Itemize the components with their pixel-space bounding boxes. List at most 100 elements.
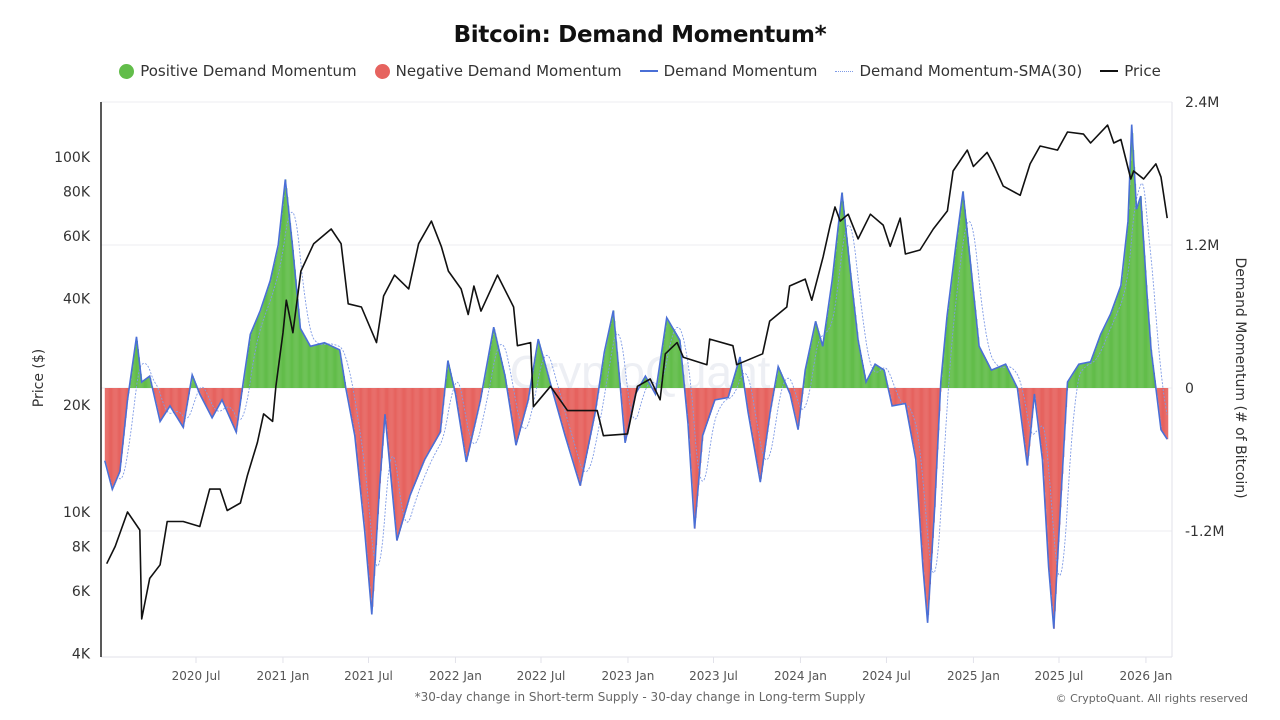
positive-bar: [1085, 362, 1087, 388]
negative-bar: [712, 388, 714, 407]
positive-bar: [817, 327, 819, 388]
negative-bar: [164, 388, 166, 415]
positive-bar: [1151, 349, 1153, 388]
positive-bar: [975, 309, 977, 388]
positive-bar: [1112, 308, 1114, 388]
positive-bar: [259, 311, 261, 388]
negative-bar: [471, 388, 473, 440]
positive-bar: [262, 303, 264, 388]
negative-bar: [698, 388, 700, 485]
positive-bar: [258, 313, 260, 388]
positive-bar: [646, 377, 648, 388]
negative-bar: [894, 388, 896, 406]
positive-bar: [137, 349, 139, 388]
negative-bar: [238, 388, 240, 419]
positive-bar: [784, 380, 786, 388]
legend-negative[interactable]: Negative Demand Momentum: [374, 62, 622, 80]
positive-bar: [1105, 323, 1107, 388]
negative-bar: [1027, 388, 1029, 466]
legend-sma[interactable]: Demand Momentum-SMA(30): [835, 62, 1082, 80]
negative-bar: [222, 388, 224, 403]
positive-bar: [261, 306, 263, 388]
negative-bar: [714, 388, 716, 402]
positive-bar: [981, 351, 983, 388]
x-tick-label: 2023 Jan: [602, 669, 655, 683]
negative-bar: [221, 388, 223, 402]
legend-momentum[interactable]: Demand Momentum: [639, 62, 817, 80]
negative-bar: [632, 388, 634, 410]
negative-bar: [105, 388, 107, 465]
positive-bar: [854, 306, 856, 388]
negative-bar: [759, 388, 761, 480]
positive-bar: [305, 336, 307, 388]
positive-bar: [1113, 306, 1115, 388]
positive-bar: [1069, 378, 1071, 388]
positive-bar: [1098, 340, 1100, 388]
positive-bar: [979, 346, 981, 388]
negative-bar: [525, 388, 527, 411]
positive-bar: [266, 292, 268, 388]
x-tick-label: 2021 Jul: [344, 669, 393, 683]
right-axis-label: Demand Momentum (# of Bitcoin): [1232, 257, 1248, 498]
positive-bar: [600, 380, 602, 388]
negative-bar: [724, 388, 726, 399]
positive-bar: [311, 345, 313, 388]
negative-bar: [175, 388, 177, 416]
negative-bar: [155, 388, 157, 403]
x-tick-label: 2022 Jan: [429, 669, 482, 683]
positive-bar: [1141, 210, 1143, 388]
positive-bar: [736, 369, 738, 388]
negative-bar: [757, 388, 759, 469]
positive-bar: [342, 364, 344, 388]
negative-bar: [771, 388, 773, 407]
positive-bar: [860, 350, 862, 388]
negative-bar: [407, 388, 409, 505]
negative-bar: [1056, 388, 1058, 577]
positive-bar: [963, 191, 965, 388]
positive-bar: [1082, 363, 1084, 388]
positive-bar: [544, 361, 546, 388]
negative-bar: [897, 388, 899, 405]
negative-bar: [1062, 388, 1064, 474]
negative-bar: [154, 388, 156, 399]
negative-bar: [520, 388, 522, 428]
negative-bar: [469, 388, 471, 448]
negative-bar: [1163, 388, 1165, 434]
positive-bar: [316, 344, 318, 388]
negative-bar: [360, 388, 362, 495]
positive-bar: [738, 363, 740, 388]
negative-bar: [362, 388, 364, 513]
positive-bar: [265, 294, 267, 388]
negative-bar: [416, 388, 418, 480]
positive-bar: [608, 332, 610, 388]
positive-bar: [146, 378, 148, 388]
negative-bar: [459, 388, 461, 418]
negative-bar: [119, 388, 121, 472]
negative-bar: [917, 388, 919, 489]
positive-bar: [1131, 136, 1133, 388]
negative-bar: [359, 388, 361, 477]
legend-positive[interactable]: Positive Demand Momentum: [119, 62, 357, 80]
negative-bar: [900, 388, 902, 405]
negative-bar: [393, 388, 395, 501]
positive-bar: [493, 329, 495, 388]
positive-bar: [833, 268, 835, 388]
positive-bar: [818, 331, 820, 388]
positive-bar: [819, 334, 821, 388]
negative-bar: [422, 388, 424, 466]
negative-bar: [798, 388, 800, 426]
positive-bar: [995, 368, 997, 388]
negative-bar: [1024, 388, 1026, 444]
negative-bar: [171, 388, 173, 409]
positive-bar: [1149, 324, 1151, 388]
positive-bar: [821, 341, 823, 388]
positive-bar: [1101, 331, 1104, 388]
negative-bar: [1064, 388, 1066, 441]
negative-bar: [1021, 388, 1023, 422]
left-tick-label: 40K: [63, 291, 91, 307]
legend-price[interactable]: Price: [1100, 62, 1161, 80]
positive-bar: [1093, 353, 1095, 388]
positive-bar: [853, 298, 855, 388]
negative-bar: [377, 388, 380, 515]
positive-bar: [679, 339, 681, 388]
